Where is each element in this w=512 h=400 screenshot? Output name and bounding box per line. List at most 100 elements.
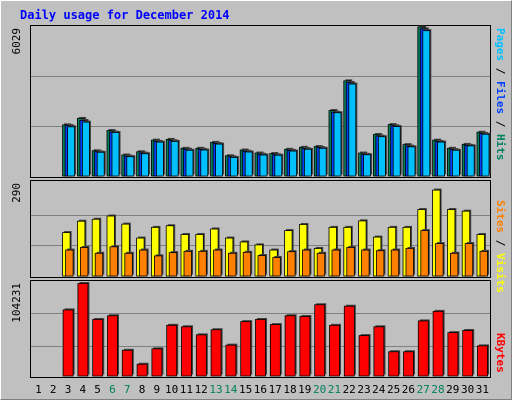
x-tick-label-18: 18	[283, 383, 296, 396]
bar-pages-day-28	[437, 141, 446, 177]
bar-pages-day-11	[185, 149, 194, 177]
x-tick-label-10: 10	[165, 383, 178, 396]
bar-kbytes-day-8	[136, 363, 148, 377]
bar-sites-day-5	[94, 252, 104, 277]
bar-pages-day-8	[141, 153, 150, 177]
bar-sites-day-29	[449, 252, 459, 277]
x-tick-label-3: 3	[65, 383, 72, 396]
bar-sites-day-15	[242, 251, 252, 277]
bar-kbytes-day-17	[269, 324, 281, 377]
legend-files: Files	[494, 81, 507, 114]
legend-top: Pages / Files / Hits	[494, 28, 507, 161]
bar-sites-day-23	[361, 249, 370, 277]
bar-sites-day-12	[198, 250, 207, 277]
bar-pages-day-23	[363, 154, 372, 177]
legend-visits: Visits	[494, 253, 507, 293]
chart-title: Daily usage for December 2014	[20, 8, 230, 22]
bar-sites-day-9	[153, 255, 163, 277]
x-tick-label-11: 11	[180, 383, 193, 396]
bar-pages-day-25	[392, 126, 401, 177]
x-tick-label-31: 31	[476, 383, 489, 396]
x-tick-label-19: 19	[298, 383, 311, 396]
bar-kbytes-day-16	[255, 319, 266, 377]
bar-kbytes-day-3	[62, 309, 74, 377]
bar-sites-day-30	[464, 243, 474, 277]
bar-pages-day-19	[303, 148, 312, 177]
bar-kbytes-day-19	[299, 316, 311, 377]
x-tick-label-16: 16	[254, 383, 267, 396]
bar-kbytes-day-31	[477, 345, 488, 377]
bar-kbytes-day-28	[432, 310, 444, 377]
bar-sites-day-11	[183, 250, 192, 277]
bar-kbytes-day-13	[210, 329, 222, 377]
bar-pages-day-15	[244, 151, 253, 177]
bar-sites-day-27	[420, 230, 429, 277]
panel-kbytes-frame	[30, 280, 491, 378]
x-tick-label-14: 14	[224, 383, 238, 396]
bar-sites-day-25	[390, 249, 400, 277]
x-axis-labels: 1 2 3 4 5 6 7 8 9 10 11 12 13 14 15 16 17 18 19 20 21 22 23 24 2…	[35, 383, 489, 396]
bar-kbytes-day-20	[314, 304, 326, 377]
bar-pages-day-13	[215, 143, 224, 177]
bar-kbytes-day-29	[447, 332, 459, 377]
bar-pages-day-24	[377, 136, 386, 177]
bar-pages-day-3	[67, 126, 75, 177]
bar-pages-day-21	[333, 112, 342, 177]
legend-sep-1: /	[494, 61, 507, 81]
x-tick-label-29: 29	[446, 383, 459, 396]
bar-pages-day-7	[126, 156, 135, 177]
panel-visits-ymax-label: 290	[10, 183, 23, 203]
bar-kbytes-day-25	[388, 351, 400, 377]
x-tick-label-27: 27	[417, 383, 430, 396]
panel-visits-frame	[30, 180, 491, 278]
bar-kbytes-day-15	[240, 321, 252, 377]
x-tick-label-9: 9	[153, 383, 160, 396]
bar-kbytes-day-10	[166, 324, 178, 377]
bar-kbytes-day-18	[284, 315, 296, 377]
bar-sites-day-8	[139, 249, 148, 277]
bar-pages-day-14	[229, 157, 238, 177]
x-tick-label-5: 5	[94, 383, 101, 396]
x-tick-label-17: 17	[269, 383, 282, 396]
bar-pages-day-6	[111, 132, 120, 177]
x-tick-label-21: 21	[328, 383, 341, 396]
bar-kbytes-day-24	[373, 326, 385, 377]
bar-sites-day-28	[435, 243, 444, 277]
bar-kbytes-day-12	[195, 334, 207, 377]
bar-sites-day-10	[168, 252, 178, 277]
x-tick-label-25: 25	[387, 383, 400, 396]
bar-sites-day-7	[124, 252, 133, 277]
legend-kbytes: KBytes	[494, 333, 507, 373]
legend-sites: Sites	[494, 200, 507, 233]
bar-kbytes-day-4	[77, 283, 89, 377]
legend-hits: Hits	[494, 134, 507, 161]
bar-sites-day-21	[331, 249, 340, 277]
bar-sites-day-24	[375, 250, 385, 277]
bar-sites-day-4	[80, 247, 89, 277]
bar-sites-day-20	[316, 252, 326, 277]
bar-kbytes-day-23	[358, 335, 370, 377]
panel-kbytes-ymax-label: 104231	[10, 283, 23, 323]
bar-kbytes-day-21	[329, 324, 340, 377]
bar-pages-day-17	[274, 154, 283, 177]
legend-sep-2: /	[494, 114, 507, 134]
bar-sites-day-16	[257, 255, 266, 277]
bar-pages-day-31	[481, 133, 490, 177]
bar-pages-day-18	[289, 150, 298, 177]
bar-pages-day-10	[170, 141, 179, 177]
bar-pages-day-30	[466, 145, 475, 177]
x-tick-label-7: 7	[124, 383, 131, 396]
bar-pages-day-27	[422, 30, 431, 177]
bar-sites-day-19	[301, 249, 311, 277]
bar-pages-day-12	[200, 149, 209, 177]
bar-kbytes-day-30	[462, 330, 474, 377]
legend-mid: Sites / Visits	[494, 200, 507, 293]
bar-pages-day-4	[82, 121, 90, 177]
x-tick-label-28: 28	[431, 383, 444, 396]
x-tick-label-26: 26	[402, 383, 415, 396]
bar-pages-day-20	[318, 147, 327, 177]
bar-pages-day-22	[348, 83, 357, 177]
bar-kbytes-day-5	[92, 319, 104, 377]
